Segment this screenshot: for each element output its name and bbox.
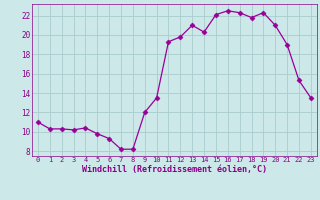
X-axis label: Windchill (Refroidissement éolien,°C): Windchill (Refroidissement éolien,°C) (82, 165, 267, 174)
